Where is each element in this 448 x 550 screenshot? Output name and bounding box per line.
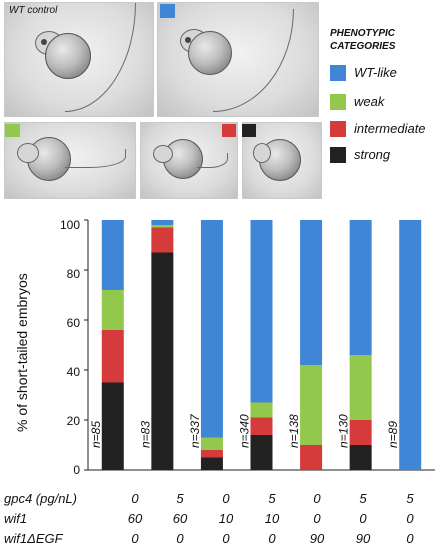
cell-gpc4: 0: [131, 491, 139, 506]
embryo-head: [253, 143, 271, 163]
y-tick-label: 40: [66, 365, 80, 379]
bar-segment-weak: [151, 225, 174, 228]
n-label: n=337: [188, 413, 202, 448]
bar-segment-weak: [349, 355, 372, 420]
y-tick-label: 20: [66, 414, 80, 428]
embryo-eye: [41, 39, 47, 45]
n-label: n=89: [386, 421, 400, 448]
legend-label: weak: [354, 94, 385, 109]
bar-segment-wt-like: [101, 220, 124, 290]
legend-label: intermediate: [354, 121, 426, 136]
cell-wif1-delta-egf: 0: [406, 531, 414, 546]
bar-segment-intermediate: [349, 420, 372, 445]
cell-wif1: 60: [127, 511, 143, 526]
cell-wif1: 0: [359, 511, 367, 526]
row-label-wif1: wif1: [4, 511, 28, 526]
cell-gpc4: 5: [406, 491, 414, 506]
bar-segment-weak: [300, 365, 323, 445]
bar-segment-wt-like: [250, 220, 273, 403]
bar-segment-wt-like: [151, 220, 174, 225]
bar-segment-weak: [101, 290, 124, 330]
bar-segment-strong: [250, 435, 273, 470]
bar-segment-intermediate: [200, 450, 223, 458]
embryo-head: [153, 145, 173, 163]
swatch-weak: [5, 124, 20, 137]
cell-wif1: 0: [313, 511, 321, 526]
n-label: n=138: [287, 414, 301, 448]
legend-label: WT-like: [354, 65, 397, 80]
cell-wif1-delta-egf: 0: [131, 531, 139, 546]
bar-segment-intermediate: [250, 417, 273, 435]
n-label: n=85: [89, 421, 103, 448]
bar-segment-wt-like: [399, 220, 422, 470]
cell-wif1-delta-egf: 0: [222, 531, 230, 546]
cell-wif1-delta-egf: 90: [309, 531, 325, 546]
cell-wif1-delta-egf: 0: [176, 531, 184, 546]
bar-segment-strong: [101, 382, 124, 470]
photo-wt-like: [157, 2, 319, 117]
y-tick-label: 0: [73, 463, 80, 477]
photo-wt-control: WT control: [4, 2, 154, 117]
row-label-wif1-delta-egf: wif1ΔEGF: [4, 531, 63, 546]
y-tick-label: 80: [66, 267, 80, 281]
photo-weak: [4, 122, 136, 199]
legend-title-line1: PHENOTYPIC: [330, 28, 396, 39]
legend-swatch: [330, 65, 346, 81]
y-tick-label: 60: [66, 316, 80, 330]
embryo-tail: [197, 153, 228, 168]
legend-swatch: [330, 147, 346, 163]
cell-wif1-delta-egf: 0: [268, 531, 276, 546]
swatch-intermediate: [222, 124, 236, 137]
legend-title-line2: CATEGORIES: [330, 41, 396, 52]
n-label: n=340: [238, 414, 252, 448]
bar-segment-strong: [151, 252, 174, 470]
bar-segment-intermediate: [300, 445, 323, 470]
cell-wif1: 0: [406, 511, 414, 526]
row-label-gpc4: gpc4 (pg/nL): [4, 491, 77, 506]
bar-segment-weak: [250, 402, 273, 418]
bar-segment-wt-like: [349, 220, 372, 355]
swatch-wt-like: [160, 4, 175, 18]
legend-swatch: [330, 121, 346, 137]
photo-intermediate: [140, 122, 238, 199]
bar-segment-intermediate: [101, 330, 124, 383]
wt-control-label: WT control: [9, 5, 58, 16]
cell-gpc4: 5: [268, 491, 276, 506]
embryo-eye: [185, 37, 191, 43]
swatch-strong: [242, 124, 256, 137]
n-label: n=83: [138, 421, 152, 448]
bar-segment-wt-like: [300, 220, 323, 365]
y-tick-label: 100: [59, 218, 80, 232]
cell-wif1: 60: [172, 511, 188, 526]
legend-title: PHENOTYPIC CATEGORIES: [330, 27, 440, 53]
cell-wif1: 10: [264, 511, 280, 526]
bar-segment-weak: [200, 437, 223, 450]
cell-gpc4: 0: [222, 491, 230, 506]
cell-gpc4: 0: [313, 491, 321, 506]
n-label: n=130: [337, 414, 351, 448]
bar-segment-strong: [200, 457, 223, 470]
cell-wif1: 10: [218, 511, 234, 526]
embryo-yolk: [163, 139, 203, 179]
bar-segment-wt-like: [200, 220, 223, 438]
legend-label: strong: [354, 147, 391, 162]
cell-gpc4: 5: [176, 491, 184, 506]
cell-wif1-delta-egf: 90: [355, 531, 371, 546]
bar-segment-intermediate: [151, 227, 174, 253]
cell-gpc4: 5: [359, 491, 367, 506]
legend-swatch: [330, 94, 346, 110]
bar-segment-strong: [349, 445, 372, 470]
embryo-head: [17, 143, 39, 163]
